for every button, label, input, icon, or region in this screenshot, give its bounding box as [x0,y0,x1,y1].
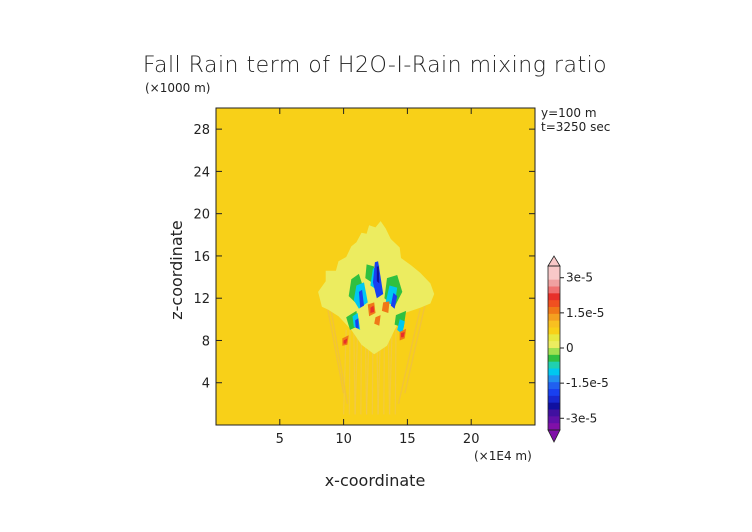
y-axis: 4 8 12 16 20 24 28 [193,123,535,392]
x-tick-label: 5 [276,432,284,447]
colorbar-min-arrow [547,429,561,443]
orange-cell [374,315,381,326]
plot-frame [215,107,536,426]
colorbar-band [548,327,560,335]
y-unit-label: (×1000 m) [145,81,210,95]
y-tick-label: 28 [193,123,210,138]
y-tick-label: 12 [193,292,210,307]
blue-core [355,318,359,329]
colorbar-band [548,402,560,410]
precip-streak [354,329,359,415]
cyan-cell [397,319,405,335]
precip-streak [394,329,397,415]
x-axis-label: x-coordinate [325,471,426,490]
precip-streak [325,298,345,394]
red-cell [370,305,375,313]
colorbar-band [548,300,560,308]
colorbar-band [548,416,560,424]
colorbar-band [548,423,560,431]
chart-title: Fall Rain term of H2O-I-Rain mixing rati… [143,53,607,78]
colorbar-band [548,307,560,315]
colorbar-band [548,341,560,349]
colorbar-label: 0 [566,341,574,355]
plot-area [215,107,536,426]
orange-cell [381,301,390,313]
colorbar-band [548,286,560,294]
blue-core [358,289,364,308]
x-axis: 5 10 15 20 [276,108,480,447]
colorbar-band [548,382,560,390]
colorbar-max-arrow [547,255,561,267]
red-cell [401,332,405,338]
colorbar-band [548,409,560,417]
colorbar-label: -1.5e-5 [566,376,609,390]
colorbar-band [548,354,560,363]
y-tick-label: 8 [202,334,210,349]
blue-core [390,292,398,309]
annotation-y: y=100 m [541,106,597,120]
y-axis-label: z-coordinate [167,220,186,320]
colorbar-band [548,272,560,281]
precip-streak [353,329,356,415]
colorbar-band [548,375,560,383]
colorbar-band [548,266,560,274]
x-tick-label: 10 [335,432,352,447]
annotation-t: t=3250 sec [541,120,610,134]
colorbar-label: 3e-5 [566,271,593,285]
precip-streak [404,298,428,394]
precip-streak [388,329,393,415]
colorbar-band [548,334,560,342]
colorbar-band [548,320,560,328]
x-tick-label: 20 [463,432,480,447]
colorbar-label: 1.5e-5 [566,306,604,320]
colorbar-band [548,361,560,369]
y-tick-label: 16 [193,250,210,265]
navy-core [376,266,380,284]
y-tick-label: 24 [193,165,210,180]
colorbar-band [548,279,560,287]
precip-streak [397,308,421,405]
x-unit-label: (×1E4 m) [474,449,532,463]
colorbar-band [548,348,560,356]
colorbar: 3e-5 1.5e-5 0 -1.5e-5 -3e-5 [547,255,609,443]
red-cell [343,338,348,344]
precip-streak [387,329,391,415]
colorbar-band [548,313,560,322]
y-tick-label: 20 [193,208,210,223]
y-tick-label: 4 [202,377,210,392]
precip-streak [348,329,351,415]
precip-streak [330,308,349,404]
colorbar-label: -3e-5 [566,411,597,425]
colorbar-band [548,368,560,376]
x-tick-label: 15 [399,432,416,447]
colorbar-band [548,389,560,397]
colorbar-band [548,293,560,301]
colorbar-band [548,395,560,404]
